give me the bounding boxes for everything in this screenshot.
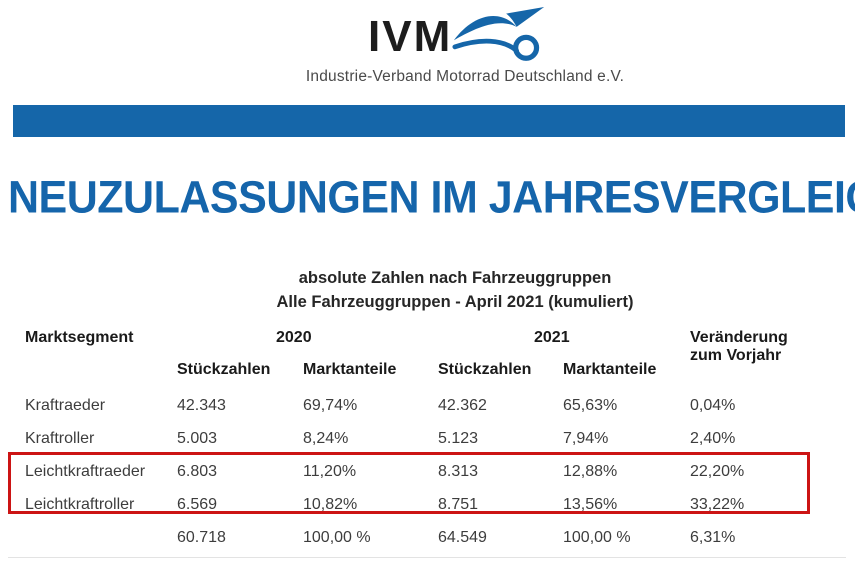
share-2020: 11,20% — [303, 463, 357, 480]
table-row-leichtkraftraeder: Leichtkraftraeder 6.803 11,20% 8.313 12,… — [0, 463, 855, 483]
segment-label: Kraftraeder — [25, 397, 106, 414]
table-subheader-row: Stückzahlen Marktanteile Stückzahlen Mar… — [0, 361, 855, 381]
units-2020: 6.803 — [177, 463, 218, 480]
subheader-shares-2020: Marktanteile — [303, 361, 397, 378]
total-units-2020: 60.718 — [177, 529, 226, 546]
change-vs-prev-year: 0,04% — [690, 397, 736, 414]
table-row-kraftraeder: Kraftraeder 42.343 69,74% 42.362 65,63% … — [0, 397, 855, 417]
table-row-leichtkraftroller: Leichtkraftroller 6.569 10,82% 8.751 13,… — [0, 496, 855, 516]
subheader-units-2021: Stückzahlen — [438, 361, 532, 378]
segment-label: Kraftroller — [25, 430, 95, 447]
table-group-header-row2: zum Vorjahr — [0, 347, 855, 367]
change-vs-prev-year: 2,40% — [690, 430, 736, 447]
total-share-2020: 100,00 % — [303, 529, 371, 546]
highlight-box-leichtkraft-rows — [8, 452, 810, 514]
ivm-logo-text: IVM — [368, 12, 453, 61]
change-vs-prev-year: 22,20% — [690, 463, 745, 480]
total-units-2021: 64.549 — [438, 529, 487, 546]
share-2021: 65,63% — [563, 397, 618, 414]
units-2021: 8.751 — [438, 496, 479, 513]
units-2021: 5.123 — [438, 430, 479, 447]
table-bottom-divider — [8, 557, 846, 558]
segment-label: Leichtkraftraeder — [25, 463, 146, 480]
change-vs-prev-year: 33,22% — [690, 496, 745, 513]
segment-label: Leichtkraftroller — [25, 496, 135, 513]
table-group-header-row: Marktsegment 2020 2021 Veränderung — [0, 329, 855, 349]
page-title: NEUZULASSUNGEN IM JAHRESVERGLEICH — [8, 172, 855, 223]
col-header-2021: 2021 — [534, 329, 570, 346]
share-2021: 12,88% — [563, 463, 618, 480]
col-header-change-line1: Veränderung — [690, 329, 788, 346]
share-2020: 69,74% — [303, 397, 358, 414]
motorcycle-swoosh-icon — [452, 5, 547, 69]
units-2020: 42.343 — [177, 397, 226, 414]
table-title-line2: Alle Fahrzeuggruppen - April 2021 (kumul… — [276, 293, 634, 311]
total-change-vs-prev-year: 6,31% — [690, 529, 736, 546]
units-2020: 5.003 — [177, 430, 218, 447]
table-title-line1: absolute Zahlen nach Fahrzeuggruppen — [298, 269, 612, 287]
col-header-2020: 2020 — [276, 329, 312, 346]
blue-divider-bar — [13, 105, 845, 137]
col-header-change-line2: zum Vorjahr — [690, 347, 782, 364]
subheader-shares-2021: Marktanteile — [563, 361, 657, 378]
subheader-units-2020: Stückzahlen — [177, 361, 271, 378]
table-row-kraftroller: Kraftroller 5.003 8,24% 5.123 7,94% 2,40… — [0, 430, 855, 450]
share-2020: 10,82% — [303, 496, 358, 513]
table-total-row: 60.718 100,00 % 64.549 100,00 % 6,31% — [0, 529, 855, 549]
units-2021: 42.362 — [438, 397, 487, 414]
col-header-marktsegment: Marktsegment — [25, 329, 134, 346]
share-2020: 8,24% — [303, 430, 349, 447]
org-subtitle: Industrie-Verband Motorrad Deutschland e… — [305, 68, 625, 85]
units-2020: 6.569 — [177, 496, 218, 513]
share-2021: 13,56% — [563, 496, 618, 513]
share-2021: 7,94% — [563, 430, 609, 447]
units-2021: 8.313 — [438, 463, 479, 480]
table-title: absolute Zahlen nach Fahrzeuggruppen All… — [55, 266, 855, 314]
total-share-2021: 100,00 % — [563, 529, 631, 546]
